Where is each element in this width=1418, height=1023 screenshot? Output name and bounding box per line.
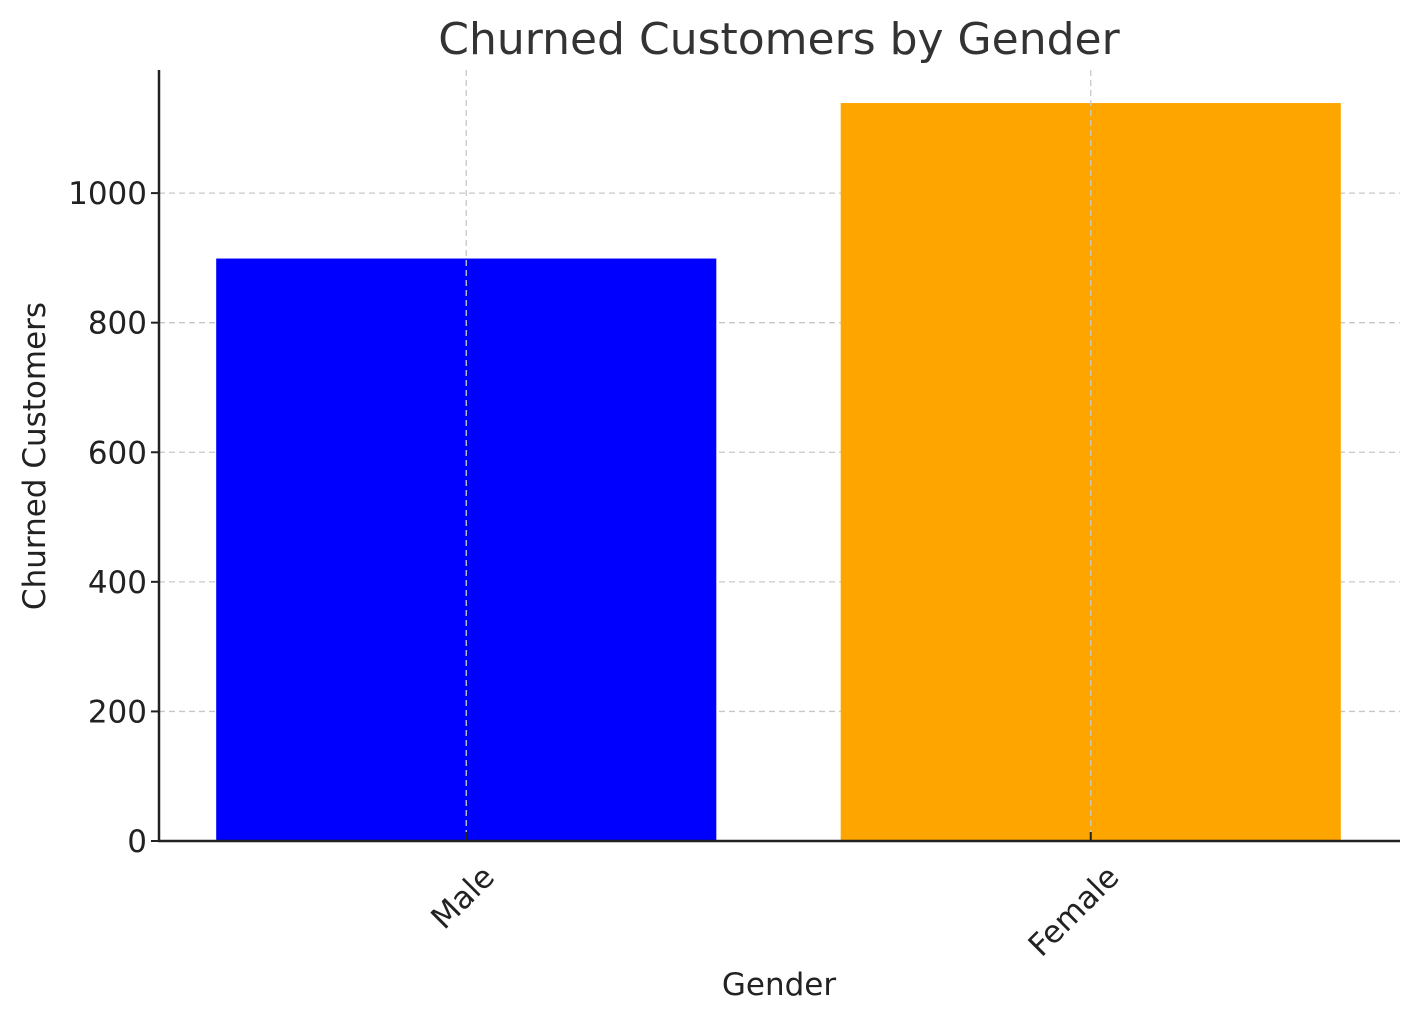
y-tick-label: 0: [127, 824, 147, 860]
x-axis-label: Gender: [722, 967, 836, 1003]
x-ticks: Male Female: [424, 832, 1126, 964]
bars: [216, 103, 1341, 842]
y-tick-label: 200: [88, 694, 147, 730]
y-tick-label: 800: [88, 306, 147, 342]
x-gridlines-overlay: [465, 70, 1092, 841]
x-tick-label-female: Female: [1022, 859, 1127, 964]
y-tick-label: 400: [88, 565, 147, 601]
x-tick-label-male: Male: [424, 859, 501, 936]
y-ticks: 0 200 400 600 800 1000: [68, 176, 159, 860]
y-axis-label: Churned Customers: [17, 302, 53, 610]
y-tick-label: 1000: [68, 176, 147, 212]
chart-title: Churned Customers by Gender: [438, 14, 1120, 65]
y-tick-label: 600: [88, 435, 147, 471]
